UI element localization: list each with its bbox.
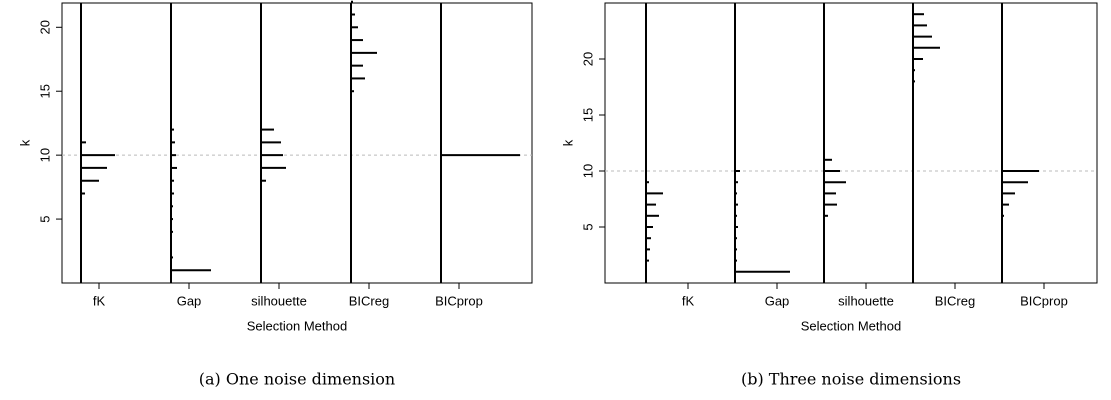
y-tick-label: 5 [580,223,595,230]
y-axis-label: k [560,139,575,146]
x-tick-label: BICreg [935,293,975,308]
y-tick-label: 20 [37,20,52,34]
x-tick-label: silhouette [251,293,307,308]
plot-frame [604,2,1098,284]
y-tick-label: 10 [37,148,52,162]
x-tick-label: BICprop [435,293,483,308]
x-tick-label: BICprop [1020,293,1068,308]
y-tick-label: 10 [580,164,595,178]
y-axis-label: k [17,139,32,146]
x-tick-label: Gap [177,293,202,308]
x-axis-label: Selection Method [247,318,347,333]
x-tick-label: fK [682,293,695,308]
y-tick-label: 15 [37,84,52,98]
caption: (b) Three noise dimensions [741,370,961,389]
y-tick-label: 5 [37,215,52,222]
x-tick-label: BICreg [349,293,389,308]
x-tick-label: Gap [765,293,790,308]
caption: (a) One noise dimension [199,370,395,389]
x-axis-label: Selection Method [801,318,901,333]
x-tick-label: silhouette [838,293,894,308]
x-tick-label: fK [93,293,106,308]
plot-frame [61,2,533,284]
y-tick-label: 15 [580,108,595,122]
y-tick-label: 20 [580,52,595,66]
